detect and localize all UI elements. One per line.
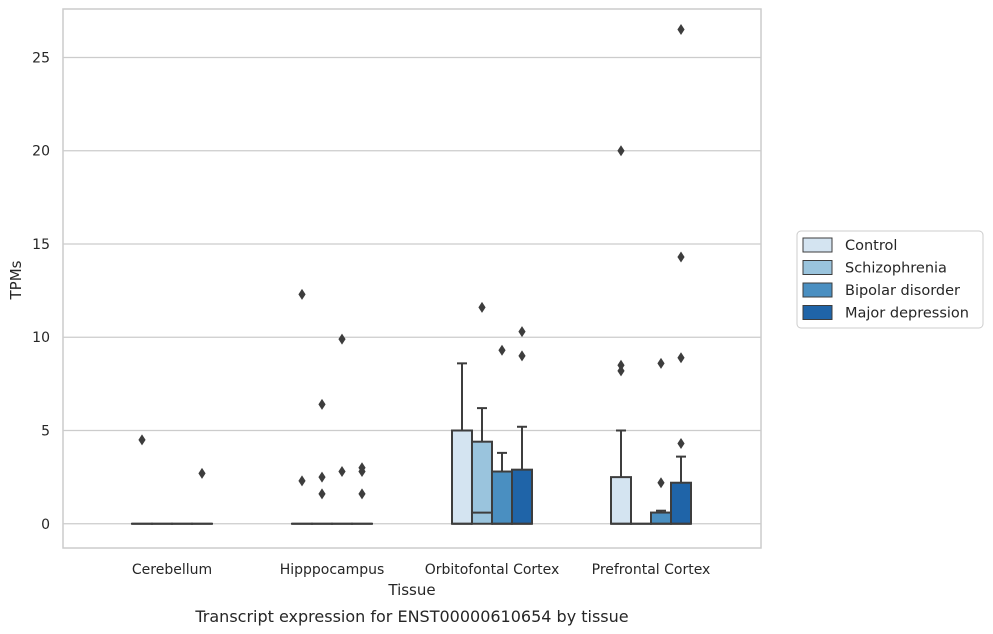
x-axis: Cerebellum Hipppocampus Orbitofontal Corte…	[132, 562, 710, 578]
y-tick-label: 20	[32, 144, 50, 160]
y-axis: 0 5 10 15 20 25	[32, 50, 50, 532]
box-major-depression	[191, 467, 213, 525]
x-tick-label: Prefrontal Cortex	[592, 562, 711, 578]
box-body	[471, 440, 493, 525]
y-axis-label: TPMs	[7, 260, 25, 300]
outlier-point	[677, 251, 685, 263]
y-tick-label: 10	[32, 330, 50, 346]
legend-swatch	[802, 282, 833, 298]
outlier-point	[498, 344, 506, 356]
legend-label: Control	[845, 238, 897, 254]
box-major-depression	[351, 462, 373, 525]
outlier-point	[318, 471, 326, 483]
box-control	[291, 288, 313, 525]
x-tick-label: Hipppocampus	[280, 562, 385, 578]
box-schizophrenia	[471, 301, 493, 525]
chart-caption: Transcript expression for ENST0000061065…	[194, 607, 628, 626]
outlier-point	[358, 488, 366, 500]
box-body	[670, 481, 692, 525]
box-bipolar-disorder	[650, 357, 672, 525]
box-control	[610, 145, 632, 525]
outlier-point	[318, 488, 326, 500]
outlier-point	[338, 466, 346, 478]
y-tick-label: 5	[41, 424, 50, 440]
plot-area	[131, 24, 692, 525]
outlier-point	[338, 333, 346, 345]
legend-swatch	[802, 260, 833, 275]
y-tick-label: 25	[32, 50, 50, 66]
legend-swatch	[802, 237, 833, 253]
legend-label: Schizophrenia	[845, 261, 947, 277]
box-body	[491, 470, 513, 525]
outlier-point	[677, 438, 685, 450]
x-tick-label: Orbitofontal Cortex	[425, 562, 560, 578]
outlier-point	[518, 350, 526, 362]
plot-frame	[62, 8, 762, 549]
box-body	[511, 468, 533, 525]
outlier-point	[318, 398, 326, 410]
box-body	[451, 429, 473, 525]
box-control	[451, 362, 473, 525]
box-schizophrenia	[311, 398, 333, 525]
outlier-point	[677, 352, 685, 364]
outlier-point	[138, 434, 146, 446]
y-tick-label: 15	[32, 237, 50, 253]
box-major-depression	[670, 24, 692, 525]
outlier-point	[298, 475, 306, 487]
box-body	[650, 511, 672, 525]
outlier-point	[617, 145, 625, 157]
legend-label: Major depression	[845, 306, 969, 322]
box-major-depression	[511, 326, 533, 525]
x-tick-label: Cerebellum	[132, 562, 212, 578]
outlier-point	[518, 326, 526, 338]
legend-swatch	[802, 305, 833, 320]
outlier-point	[478, 301, 486, 313]
legend: Control Schizophrenia Bipolar disorder Majo…	[796, 230, 984, 329]
outlier-point	[657, 357, 665, 369]
box-body	[610, 476, 632, 525]
legend-label: Bipolar disorder	[845, 283, 960, 299]
legend-box	[796, 230, 984, 329]
y-tick-label: 0	[41, 517, 50, 533]
x-axis-label: Tissue	[387, 581, 435, 599]
outlier-point	[657, 477, 665, 489]
outlier-point	[617, 365, 625, 377]
outlier-point	[617, 359, 625, 371]
outlier-point	[198, 467, 206, 479]
outlier-point	[677, 24, 685, 36]
outlier-point	[358, 466, 366, 478]
outlier-point	[298, 288, 306, 300]
